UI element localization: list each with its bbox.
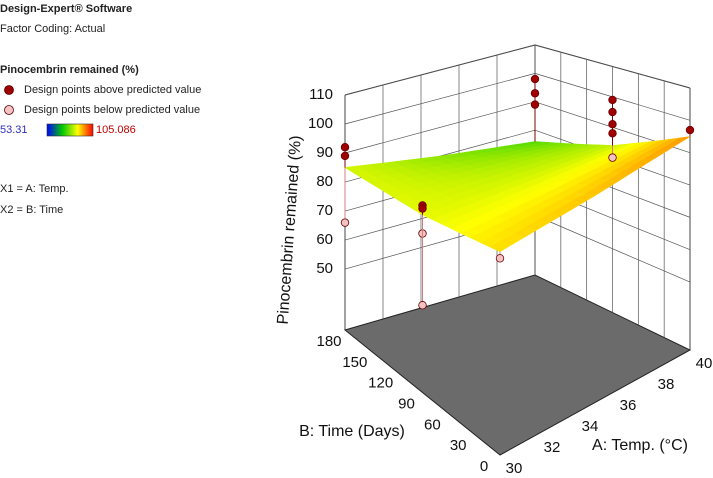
z-tick-label: 50 <box>316 260 333 277</box>
factor-label: X2 = B: Time <box>0 204 63 216</box>
y-tick-label: 120 <box>368 375 393 392</box>
x-tick-label: 40 <box>696 355 713 372</box>
design-point <box>418 301 427 310</box>
factor-label: X1 = A: Temp. <box>0 183 69 195</box>
design-point <box>495 254 505 263</box>
legend-label: Design points below predicted value <box>24 104 200 116</box>
color-scale-max: 105.086 <box>96 124 136 136</box>
z-tick-label: 80 <box>316 173 333 190</box>
grid-line <box>534 44 691 89</box>
design-point <box>418 204 427 213</box>
design-point <box>608 120 617 129</box>
legend-label: Design points above predicted value <box>24 84 201 96</box>
design-point <box>685 125 695 135</box>
x-tick-label: 34 <box>582 418 599 435</box>
surface-cell <box>489 240 513 253</box>
factor-coding: Factor Coding: Actual <box>0 23 105 35</box>
design-point <box>608 107 617 117</box>
software-title: Design-Expert® Software <box>0 3 132 15</box>
response-name: Pinocembrin remained (%) <box>0 64 139 76</box>
grid-line <box>534 215 691 283</box>
color-scale-bar <box>46 123 94 137</box>
design-point <box>608 129 617 138</box>
y-tick-label: 150 <box>342 354 367 371</box>
y-tick-label: 60 <box>424 416 441 433</box>
legend-marker <box>4 105 14 115</box>
design-point <box>608 95 617 105</box>
x-tick-label: 36 <box>620 397 637 414</box>
x-tick-label: 30 <box>506 460 523 473</box>
z-tick-label: 60 <box>316 231 333 248</box>
z-tick-label: 100 <box>308 115 333 132</box>
color-scale-min: 53.31 <box>0 124 28 136</box>
z-tick-label: 110 <box>309 86 333 103</box>
x-tick-label: 32 <box>544 439 561 456</box>
y-tick-label: 0 <box>480 458 488 473</box>
x-tick-label: 38 <box>658 376 675 393</box>
x-axis-title: A: Temp. (°C) <box>592 437 688 454</box>
y-tick-label: 180 <box>316 333 341 350</box>
grid-line <box>344 44 536 96</box>
design-point <box>608 153 617 162</box>
y-axis-title: B: Time (Days) <box>299 423 405 440</box>
grid-line <box>344 73 536 125</box>
y-tick-label: 30 <box>450 437 467 454</box>
design-point <box>530 89 540 98</box>
design-point <box>530 74 540 84</box>
z-tick-label: 90 <box>316 144 333 161</box>
design-point <box>340 218 350 227</box>
design-point <box>340 143 350 152</box>
z-axis-title: Pinocembrin remained (%) <box>275 135 305 325</box>
design-point <box>340 151 350 161</box>
design-point <box>530 100 540 109</box>
grid-line <box>344 101 536 154</box>
y-tick-label: 90 <box>398 395 415 412</box>
legend-marker <box>4 85 14 95</box>
z-tick-label: 70 <box>316 202 333 219</box>
